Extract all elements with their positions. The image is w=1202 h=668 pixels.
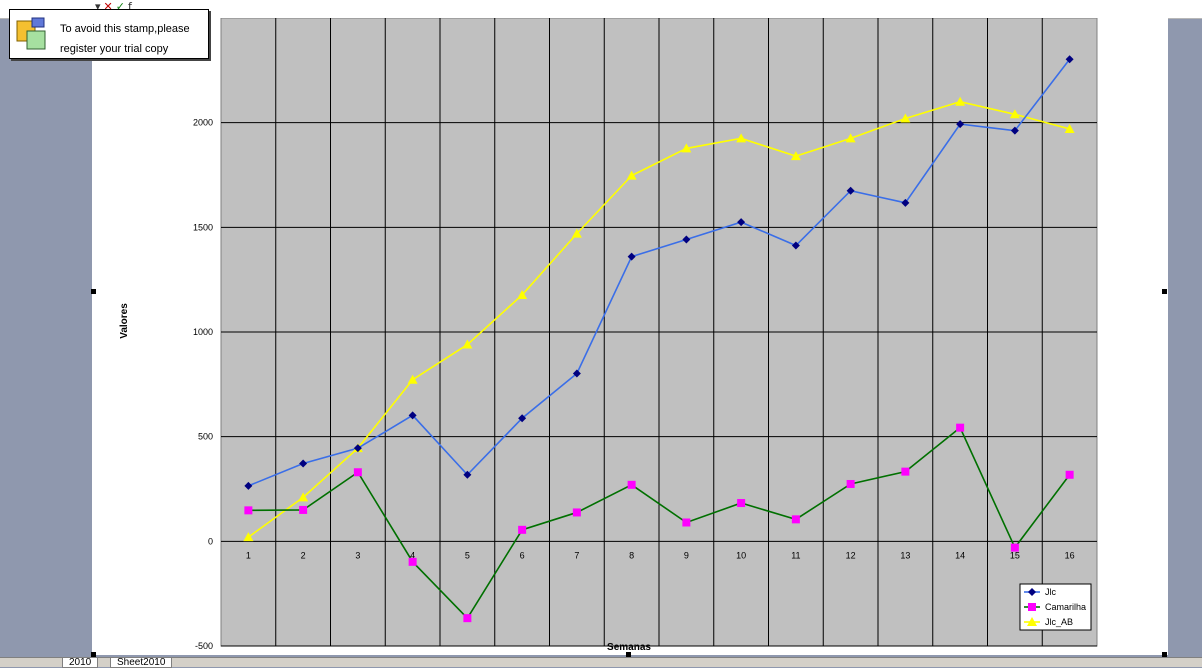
data-point-jlc_ab xyxy=(845,133,856,143)
function-icon[interactable]: ƒ xyxy=(127,0,135,13)
x-tick-label: 4 xyxy=(410,550,415,560)
data-point-jlc_ab xyxy=(681,143,692,153)
selection-handle[interactable] xyxy=(626,652,631,657)
data-point-jlc xyxy=(901,198,910,207)
y-tick-label: 0 xyxy=(208,536,213,546)
data-point-camarilha xyxy=(518,525,527,534)
data-point-jlc xyxy=(846,186,855,195)
data-point-camarilha xyxy=(408,557,417,566)
chart-sheet[interactable]: -500 0 500 1000 1500 2000 1 2 3 4 5 6 7 8 9 10 11 12 13 14 1… xyxy=(92,18,1168,655)
data-point-jlc_ab xyxy=(571,228,582,238)
series-line-jlc xyxy=(248,58,1071,487)
x-tick-label: 9 xyxy=(684,550,689,560)
data-point-jlc xyxy=(627,252,636,261)
legend-marker-camarilha xyxy=(1028,603,1036,611)
trial-stamp-line2: register your trial copy xyxy=(60,43,169,55)
x-tick-label: 5 xyxy=(465,550,470,560)
confirm-icon[interactable]: ✓ xyxy=(115,0,128,13)
x-tick-label: 8 xyxy=(629,550,634,560)
x-tick-label: 11 xyxy=(791,550,800,560)
data-point-camarilha xyxy=(846,479,855,488)
data-point-jlc xyxy=(463,470,472,479)
y-tick-label: 500 xyxy=(198,432,213,442)
trial-stamp-icon xyxy=(16,17,46,50)
x-tick-label: 6 xyxy=(520,550,525,560)
selection-handle[interactable] xyxy=(1162,289,1167,294)
data-point-camarilha xyxy=(1010,543,1019,552)
data-point-camarilha xyxy=(682,518,691,527)
data-point-jlc xyxy=(299,459,308,468)
x-tick-label: 2 xyxy=(301,550,306,560)
selection-handle[interactable] xyxy=(91,652,96,657)
x-tick-label: 7 xyxy=(574,550,579,560)
y-axis-title: Valores xyxy=(119,303,130,339)
data-point-jlc xyxy=(518,414,527,423)
data-point-jlc xyxy=(1010,126,1019,135)
x-axis-title: Semanas xyxy=(607,642,651,653)
legend-label-jlc: Jlc xyxy=(1045,587,1056,597)
data-point-camarilha xyxy=(901,467,910,476)
data-point-jlc_ab xyxy=(407,374,418,384)
cancel-icon[interactable]: ✕ xyxy=(103,0,116,13)
data-point-jlc_ab xyxy=(736,133,747,143)
legend-label-camarilha: Camarilha xyxy=(1045,602,1086,612)
data-point-jlc_ab xyxy=(517,289,528,299)
data-point-camarilha xyxy=(791,515,800,524)
selection-handle[interactable] xyxy=(1162,652,1167,657)
data-point-jlc xyxy=(791,241,800,250)
data-point-camarilha xyxy=(956,423,965,432)
x-tick-label: 16 xyxy=(1065,550,1075,560)
x-tick-label: 13 xyxy=(900,550,910,560)
x-tick-label: 15 xyxy=(1010,550,1020,560)
y-tick-label: 2000 xyxy=(193,118,213,128)
data-point-jlc xyxy=(956,120,965,129)
data-point-jlc_ab xyxy=(955,96,966,106)
trial-stamp: To avoid this stamp,please register your… xyxy=(9,9,209,59)
data-point-jlc_ab xyxy=(1064,123,1075,133)
legend-marker-jlc_ab xyxy=(1027,617,1037,626)
data-point-jlc xyxy=(353,444,362,453)
data-point-jlc xyxy=(737,218,746,227)
data-point-camarilha xyxy=(244,506,253,515)
y-tick-label: -500 xyxy=(195,641,213,651)
y-tick-label: 1500 xyxy=(193,222,213,232)
data-point-jlc_ab xyxy=(243,532,254,542)
data-point-jlc xyxy=(1065,55,1074,64)
x-tick-label: 1 xyxy=(246,550,251,560)
x-tick-label: 10 xyxy=(736,550,746,560)
sheet-tab[interactable]: 2010 xyxy=(62,658,99,668)
selection-handle[interactable] xyxy=(91,289,96,294)
data-point-jlc xyxy=(682,235,691,244)
data-point-jlc xyxy=(408,411,417,420)
data-point-jlc xyxy=(244,481,253,490)
data-point-jlc xyxy=(572,369,581,378)
data-point-camarilha xyxy=(299,505,308,514)
data-point-jlc_ab xyxy=(626,170,637,180)
data-point-camarilha xyxy=(463,614,472,623)
series-line-jlc_ab xyxy=(247,100,1070,538)
legend-label-jlc_ab: Jlc_AB xyxy=(1045,617,1073,627)
dropdown-arrow-icon[interactable]: ▾ xyxy=(95,0,104,13)
sheet-tab[interactable]: Sheet2010 xyxy=(110,658,173,668)
toolbar-icons: ▾✕✓ƒ xyxy=(95,0,135,13)
data-point-camarilha xyxy=(572,508,581,517)
data-point-camarilha xyxy=(353,468,362,477)
data-point-jlc_ab xyxy=(900,113,911,123)
x-tick-label: 3 xyxy=(355,550,360,560)
data-point-jlc_ab xyxy=(462,339,473,349)
y-tick-label: 1000 xyxy=(193,327,213,337)
data-point-camarilha xyxy=(1065,470,1074,479)
trial-stamp-line1: To avoid this stamp,please xyxy=(60,23,190,35)
data-point-camarilha xyxy=(737,499,746,508)
legend-marker-jlc xyxy=(1028,588,1036,596)
data-point-jlc_ab xyxy=(1009,109,1020,119)
x-tick-label: 12 xyxy=(846,550,856,560)
x-tick-label: 14 xyxy=(955,550,965,560)
data-point-jlc_ab xyxy=(790,151,801,161)
series-line-camarilha xyxy=(248,426,1071,620)
data-point-camarilha xyxy=(627,480,636,489)
data-point-jlc_ab xyxy=(298,492,309,502)
